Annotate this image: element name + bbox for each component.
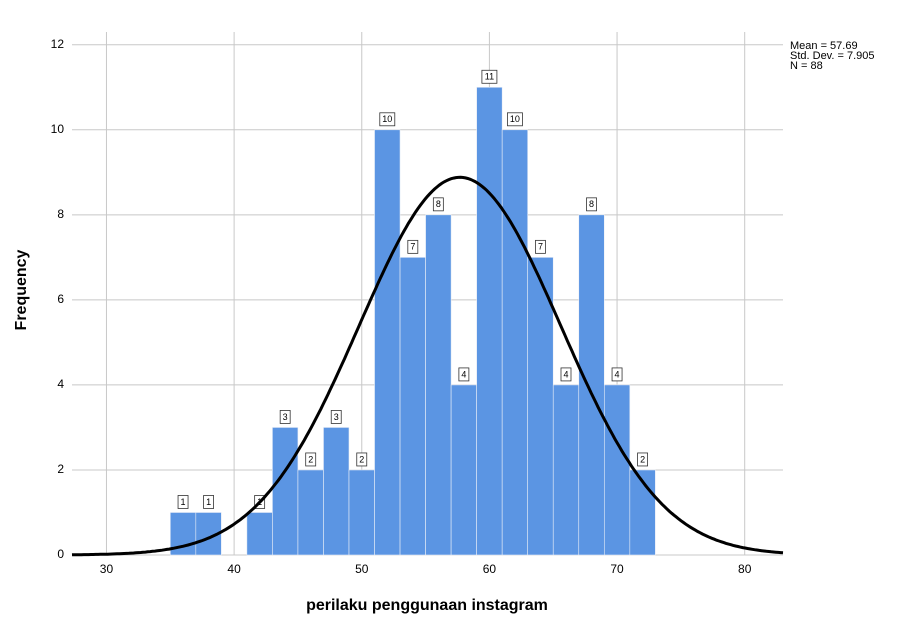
x-tick-label: 70 [610,562,624,576]
bar [477,87,503,555]
value-label: 2 [359,454,364,464]
value-label: 2 [308,454,313,464]
x-tick-label: 80 [738,562,752,576]
y-tick-label: 2 [57,462,64,476]
value-label: 11 [485,72,494,82]
value-label: 3 [283,412,288,422]
bar [323,427,349,555]
bar [426,215,452,555]
value-label: 8 [436,199,441,209]
value-label: 2 [640,454,645,464]
chart: Frequency perilaku penggunaan instagram … [0,0,898,619]
bar [298,470,324,555]
y-axis-label: Frequency [13,249,30,330]
x-tick-label: 40 [227,562,241,576]
value-label: 10 [382,114,392,124]
value-label: 7 [538,242,543,252]
bar [553,385,579,555]
value-label: 7 [410,242,415,252]
y-tick-label: 0 [57,547,64,561]
value-label: 4 [563,369,568,379]
value-label: 4 [461,369,466,379]
bar [272,427,298,555]
value-label: 8 [589,199,594,209]
value-label: 10 [510,114,520,124]
x-tick-label: 60 [483,562,497,576]
y-tick-label: 6 [57,292,64,306]
value-label: 1 [181,497,186,507]
bar [604,385,630,555]
y-tick-label: 4 [57,377,64,391]
value-label: 1 [206,497,211,507]
bar [451,385,477,555]
bar [502,130,528,555]
value-label: 3 [334,412,339,422]
value-label: 4 [615,369,620,379]
n-label: N = 88 [790,60,823,72]
x-axis-label: perilaku penggunaan instagram [306,597,548,614]
bar [375,130,401,555]
bar [349,470,375,555]
x-tick-label: 30 [100,562,114,576]
y-tick-label: 8 [57,207,64,221]
x-tick-label: 50 [355,562,369,576]
page: Frequency perilaku penggunaan instagram … [0,0,898,619]
bar [247,512,273,555]
bar [579,215,605,555]
y-tick-label: 12 [51,37,65,51]
y-tick-label: 10 [51,122,65,136]
bar [400,257,426,555]
